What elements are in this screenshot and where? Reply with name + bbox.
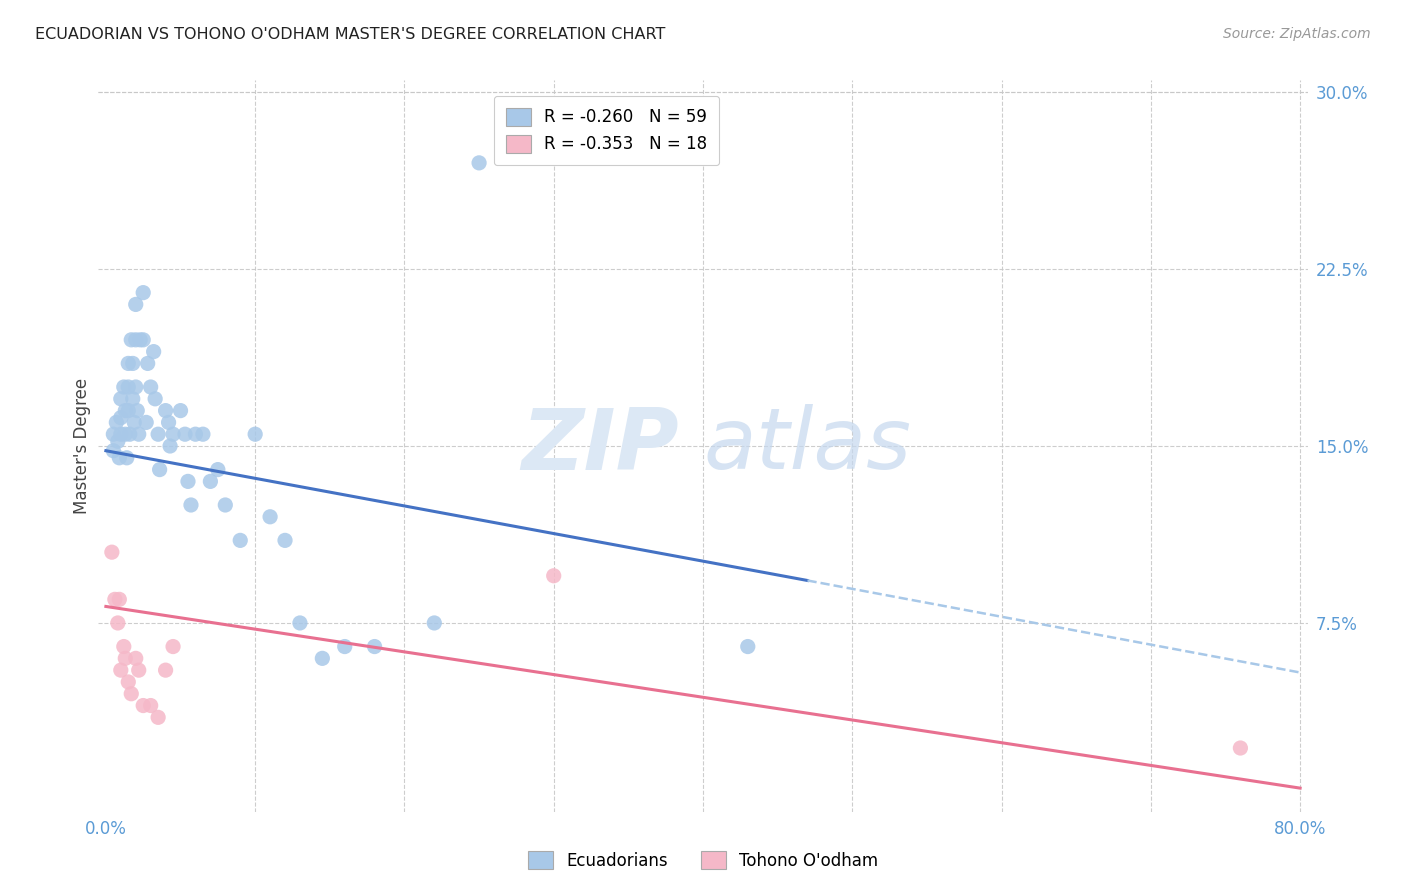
Point [146,427,169,442]
Point [112,640,135,654]
Point [174,427,197,442]
Point [108,592,131,607]
Point [110,410,132,425]
Point [162,427,184,442]
Point [107,615,129,630]
Point [122,416,145,430]
Point [155,663,177,677]
Point [129,333,152,347]
Point [149,462,172,476]
Point [363,640,385,654]
Point [120,687,142,701]
Point [132,333,155,347]
Point [128,427,150,442]
Point [423,615,446,630]
Point [117,403,139,417]
Legend: Ecuadorians, Tohono O'odham: Ecuadorians, Tohono O'odham [522,845,884,877]
Point [177,475,200,489]
Point [125,333,148,347]
Point [107,434,129,449]
Point [136,356,159,370]
Point [121,356,143,370]
Point [207,462,229,476]
Point [101,545,124,559]
Point [135,416,157,430]
Point [191,427,214,442]
Point [103,427,125,442]
Point [121,392,143,406]
Point [132,285,155,300]
Text: Source: ZipAtlas.com: Source: ZipAtlas.com [1223,27,1371,41]
Point [132,698,155,713]
Point [115,450,138,465]
Point [114,427,136,442]
Point [184,427,207,442]
Point [737,640,759,654]
Point [104,592,127,607]
Text: ECUADORIAN VS TOHONO O'ODHAM MASTER'S DEGREE CORRELATION CHART: ECUADORIAN VS TOHONO O'ODHAM MASTER'S DE… [35,27,665,42]
Point [288,615,311,630]
Point [127,403,149,417]
Point [125,651,148,665]
Point [229,533,252,548]
Point [159,439,181,453]
Point [110,427,132,442]
Point [117,380,139,394]
Point [468,156,491,170]
Point [114,651,136,665]
Point [110,392,132,406]
Point [105,416,128,430]
Point [146,710,169,724]
Text: ZIP: ZIP [522,404,679,488]
Point [200,475,222,489]
Point [259,509,281,524]
Point [311,651,333,665]
Point [128,663,150,677]
Point [169,403,191,417]
Point [162,640,184,654]
Point [180,498,202,512]
Point [214,498,236,512]
Point [1229,741,1251,756]
Point [112,380,135,394]
Point [108,450,131,465]
Point [243,427,266,442]
Point [155,403,177,417]
Text: atlas: atlas [703,404,911,488]
Y-axis label: Master's Degree: Master's Degree [73,378,91,514]
Point [125,380,148,394]
Point [274,533,297,548]
Point [139,698,162,713]
Point [110,663,132,677]
Point [143,392,166,406]
Point [103,443,125,458]
Point [125,297,148,311]
Point [543,568,565,582]
Point [117,356,139,370]
Point [142,344,165,359]
Point [120,333,142,347]
Point [114,403,136,417]
Point [333,640,356,654]
Point [139,380,162,394]
Point [117,675,139,690]
Point [157,416,180,430]
Point [118,427,141,442]
